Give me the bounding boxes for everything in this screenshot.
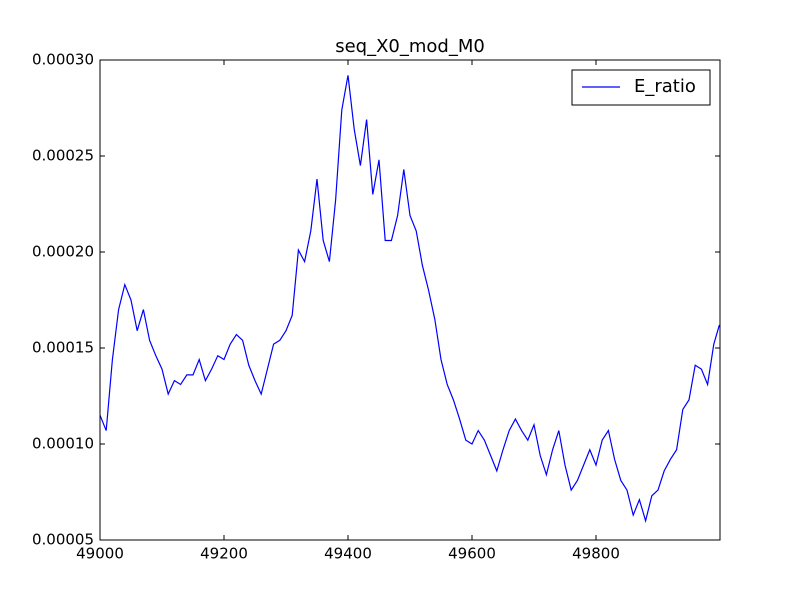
x-tick-label: 49200	[200, 545, 248, 563]
y-tick-label: 0.00010	[32, 435, 94, 453]
x-tick-label: 49000	[76, 545, 124, 563]
y-tick-label: 0.00005	[32, 531, 94, 549]
x-tick-label: 49400	[324, 545, 372, 563]
legend-label: E_ratio	[634, 76, 696, 97]
data-line	[99, 75, 720, 524]
y-tick-label: 0.00020	[32, 243, 94, 261]
chart-title: seq_X0_mod_M0	[335, 36, 485, 57]
y-tick-label: 0.00025	[32, 147, 94, 165]
x-tick-label: 49600	[448, 545, 496, 563]
y-tick-label: 0.00030	[32, 51, 94, 69]
y-tick-label: 0.00015	[32, 339, 94, 357]
plot-frame	[99, 59, 721, 541]
x-tick-label: 49800	[572, 545, 620, 563]
